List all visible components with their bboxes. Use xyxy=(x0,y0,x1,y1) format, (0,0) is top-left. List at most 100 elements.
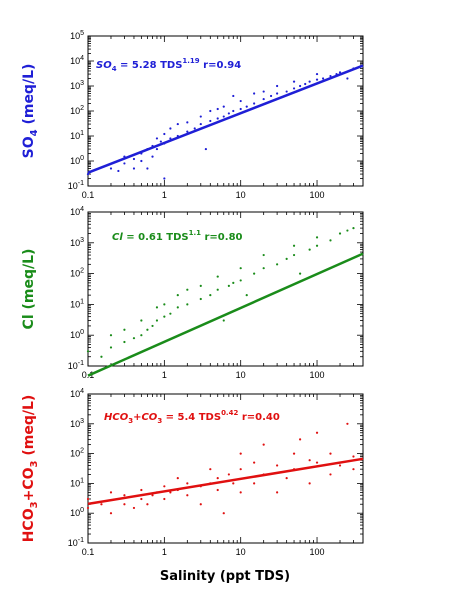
y-axis-label: HCO3+CO3 (meq/L) xyxy=(21,395,40,543)
y-tick-label: 100 xyxy=(70,155,84,166)
data-point xyxy=(338,464,342,467)
fit-equation: SO4 = 5.28 TDS1.19 r=0.94 xyxy=(96,57,241,73)
data-point xyxy=(232,482,235,485)
data-point xyxy=(239,267,242,270)
data-point xyxy=(216,488,219,492)
data-point xyxy=(199,115,202,118)
y-tick-label: 101 xyxy=(70,477,84,488)
data-point xyxy=(151,324,154,328)
fit-equation: HCO3+CO3 = 5.4 TDS0.42 r=0.40 xyxy=(104,409,280,425)
y-tick-label: 10-1 xyxy=(68,180,84,191)
data-point xyxy=(100,503,103,506)
y-tick-label: 101 xyxy=(70,298,84,309)
data-point xyxy=(298,272,302,275)
data-point xyxy=(159,140,162,143)
data-point xyxy=(86,350,90,353)
data-point xyxy=(123,328,126,331)
data-point xyxy=(227,112,230,115)
plot-frame xyxy=(87,393,364,544)
data-point xyxy=(239,468,242,471)
y-tick-label: 103 xyxy=(70,418,84,429)
data-point xyxy=(315,244,319,247)
y-tick-label: 10-1 xyxy=(68,360,84,371)
data-point xyxy=(308,80,311,83)
data-point xyxy=(308,459,311,462)
data-point xyxy=(285,257,288,261)
data-point xyxy=(253,272,256,275)
y-axis-label: SO4 (meq/L) xyxy=(21,64,40,159)
data-point xyxy=(123,494,126,497)
data-point xyxy=(186,482,189,485)
chart-panel-1: 0.1 1 10 100 10-1 100 101 102 103 104 105 SO4 (meq/… xyxy=(21,30,364,200)
data-point xyxy=(285,90,288,93)
data-point xyxy=(132,157,136,161)
data-point xyxy=(292,253,296,257)
y-tick-label: 105 xyxy=(70,30,84,41)
data-point xyxy=(292,80,296,83)
data-point xyxy=(245,294,248,297)
data-point xyxy=(176,477,179,480)
data-point xyxy=(216,107,219,111)
data-point xyxy=(186,130,189,133)
data-point xyxy=(163,132,166,136)
data-point xyxy=(321,77,325,80)
data-point xyxy=(123,162,126,165)
y-tick-label: 100 xyxy=(70,507,84,518)
plot-frame xyxy=(87,211,364,367)
y-axis-label: Cl (meq/L) xyxy=(21,249,37,330)
data-point xyxy=(209,468,212,471)
data-point xyxy=(216,275,219,278)
data-point xyxy=(132,167,136,170)
data-point xyxy=(338,232,342,235)
data-point xyxy=(151,494,154,497)
y-tick-label: 102 xyxy=(70,105,84,116)
data-point xyxy=(245,105,248,108)
data-point xyxy=(209,109,212,113)
data-point xyxy=(186,303,189,306)
x-tick-label: 10 xyxy=(236,370,246,380)
data-point xyxy=(308,248,311,251)
data-point xyxy=(315,72,319,76)
data-point xyxy=(315,431,319,434)
x-tick-label: 1 xyxy=(162,190,167,200)
data-point xyxy=(109,334,113,337)
data-point xyxy=(276,263,279,266)
fit-equation: Cl = 0.61 TDS1.1 r=0.80 xyxy=(112,229,243,243)
data-point xyxy=(298,84,302,88)
data-point xyxy=(216,477,219,480)
data-point xyxy=(232,94,235,98)
data-point xyxy=(292,244,296,247)
data-point xyxy=(227,284,230,287)
data-point xyxy=(304,82,307,86)
data-point xyxy=(163,303,166,306)
data-point xyxy=(253,92,256,95)
data-point xyxy=(176,294,179,297)
data-point xyxy=(199,297,202,301)
y-tick-label: 104 xyxy=(70,206,84,217)
data-point xyxy=(109,346,113,349)
data-point xyxy=(292,452,296,455)
data-point xyxy=(298,438,302,441)
x-tick-label: 10 xyxy=(236,190,246,200)
data-point xyxy=(163,315,166,318)
data-point xyxy=(262,97,265,101)
y-tick-label: 102 xyxy=(70,268,84,279)
data-point xyxy=(276,464,279,467)
data-point xyxy=(199,122,202,126)
data-point xyxy=(186,288,189,291)
x-tick-label: 1 xyxy=(162,370,167,380)
data-point xyxy=(109,167,113,170)
data-point xyxy=(155,306,159,309)
data-point xyxy=(140,497,143,501)
data-point xyxy=(169,312,172,315)
data-point xyxy=(239,452,242,455)
data-point xyxy=(222,512,225,515)
data-point xyxy=(163,497,166,501)
x-tick-label: 0.1 xyxy=(82,547,95,557)
y-tick-label: 101 xyxy=(70,130,84,141)
data-point xyxy=(155,147,159,151)
data-point xyxy=(163,177,166,180)
data-point xyxy=(109,512,113,515)
data-point xyxy=(140,159,143,163)
data-point xyxy=(346,229,349,232)
